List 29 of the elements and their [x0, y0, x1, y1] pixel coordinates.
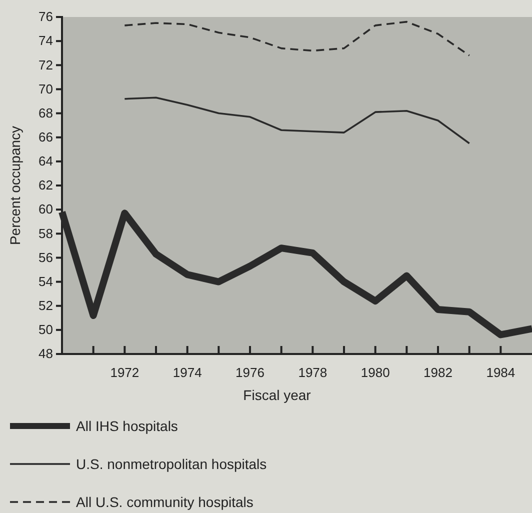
legend-label: All U.S. community hospitals: [76, 494, 254, 510]
y-tick-label: 50: [38, 322, 53, 338]
y-tick-label: 58: [38, 226, 53, 241]
x-tick-label: 1982: [424, 365, 452, 380]
x-axis-title: Fiscal year: [243, 387, 312, 403]
y-tick-label: 54: [38, 274, 53, 289]
y-tick-label: 72: [38, 57, 53, 72]
line-series: [124, 20, 470, 56]
y-tick-label: 60: [38, 202, 53, 217]
y-tick-label: 48: [38, 346, 53, 362]
x-tick-label: 1984: [486, 365, 516, 380]
y-tick-label: 52: [38, 298, 53, 314]
line-series: [124, 96, 470, 144]
y-tick-label: 56: [38, 250, 53, 265]
x-tick-label: 1974: [172, 365, 202, 380]
legend-label: U.S. nonmetropolitan hospitals: [76, 456, 267, 472]
y-tick-label: 66: [38, 130, 53, 145]
y-tick-label: 62: [38, 178, 53, 193]
y-tick-label: 76: [38, 9, 53, 24]
y-axis-title: Percent occupancy: [7, 126, 23, 246]
y-tick-label: 70: [38, 81, 53, 96]
x-tick-label: 1972: [110, 365, 140, 380]
y-tick-label: 64: [38, 154, 53, 169]
x-tick-label: 1980: [360, 365, 390, 380]
legend-label: All IHS hospitals: [76, 418, 178, 434]
y-tick-label: 74: [38, 33, 53, 48]
y-tick-label: 68: [38, 105, 53, 120]
x-tick-label: 1976: [236, 365, 264, 380]
x-tick-label: 1978: [298, 365, 328, 380]
